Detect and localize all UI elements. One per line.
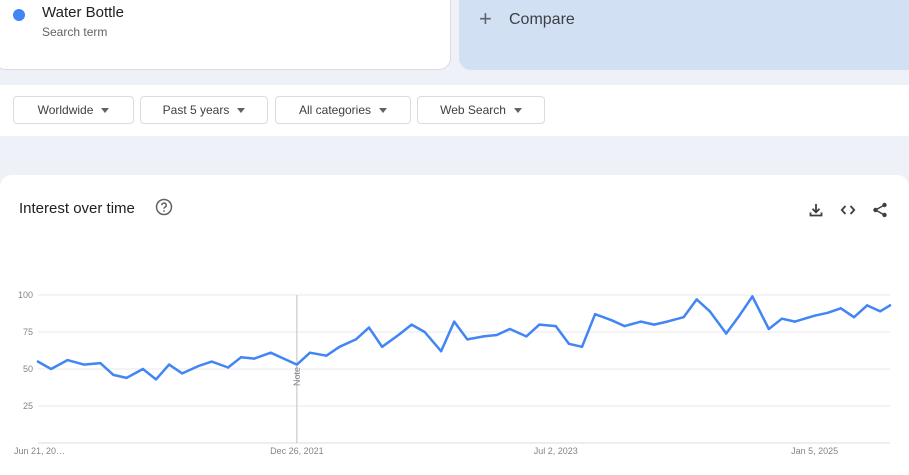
- data-point[interactable]: [141, 367, 145, 371]
- data-point[interactable]: [623, 324, 626, 328]
- data-point[interactable]: [466, 338, 469, 341]
- search-term-subtitle: Search term: [42, 25, 108, 39]
- series-color-dot: [13, 9, 25, 21]
- data-point[interactable]: [423, 330, 426, 334]
- data-point[interactable]: [112, 373, 115, 377]
- data-point[interactable]: [439, 350, 443, 353]
- data-point[interactable]: [397, 333, 400, 337]
- data-point[interactable]: [780, 317, 784, 320]
- data-point[interactable]: [708, 310, 711, 313]
- data-point[interactable]: [724, 332, 728, 335]
- annotation-note-label[interactable]: Note: [292, 367, 302, 386]
- data-point[interactable]: [593, 313, 597, 316]
- data-point[interactable]: [652, 323, 656, 326]
- data-point[interactable]: [767, 327, 770, 331]
- chart-title: Interest over time: [19, 200, 135, 217]
- caret-down-icon: [101, 107, 110, 113]
- interest-over-time-card: Interest over time 25 50 75 100 Jun 21, 20… D…: [0, 175, 909, 475]
- data-point[interactable]: [239, 355, 243, 359]
- data-point[interactable]: [482, 335, 485, 338]
- data-point[interactable]: [380, 345, 384, 348]
- x-tick-label: Dec 26, 2021: [270, 446, 324, 456]
- data-point[interactable]: [167, 363, 171, 366]
- filter-time-range-label: Past 5 years: [162, 103, 230, 117]
- data-point[interactable]: [738, 314, 741, 317]
- data-point[interactable]: [554, 324, 557, 328]
- filter-time-range-dropdown[interactable]: Past 5 years: [140, 96, 268, 124]
- y-tick-label: 100: [18, 290, 33, 300]
- data-point[interactable]: [154, 378, 158, 381]
- data-point[interactable]: [495, 333, 498, 337]
- download-icon[interactable]: [808, 202, 824, 218]
- data-point[interactable]: [49, 367, 53, 371]
- data-point[interactable]: [852, 316, 856, 319]
- data-point[interactable]: [610, 318, 613, 322]
- data-point[interactable]: [580, 345, 584, 348]
- data-point[interactable]: [367, 326, 371, 329]
- data-point[interactable]: [66, 358, 69, 362]
- data-point[interactable]: [525, 335, 528, 338]
- data-point[interactable]: [508, 327, 512, 331]
- data-point[interactable]: [338, 345, 341, 348]
- y-tick-label: 50: [23, 364, 33, 374]
- data-point[interactable]: [410, 323, 413, 326]
- x-tick-label: Jul 2, 2023: [534, 446, 578, 456]
- data-point[interactable]: [36, 360, 40, 363]
- filter-location-label: Worldwide: [37, 103, 94, 117]
- line-chart: 25 50 75 100 Jun 21, 20… Dec 26, 2021 Jul 2, 2…: [14, 290, 892, 456]
- data-point[interactable]: [253, 357, 256, 360]
- data-point[interactable]: [99, 361, 102, 365]
- data-point[interactable]: [751, 295, 754, 298]
- data-point[interactable]: [269, 351, 272, 354]
- filter-location-dropdown[interactable]: Worldwide: [13, 96, 134, 124]
- compare-label: Compare: [509, 11, 575, 28]
- data-point[interactable]: [793, 320, 797, 323]
- caret-down-icon: [513, 107, 522, 113]
- x-tick-label: Jun 21, 20…: [14, 446, 65, 456]
- data-point[interactable]: [567, 342, 571, 346]
- data-point[interactable]: [210, 360, 213, 363]
- compare-button[interactable]: + Compare: [459, 0, 909, 70]
- share-icon[interactable]: [872, 202, 888, 218]
- series-line-water-bottle[interactable]: [36, 295, 892, 381]
- data-point[interactable]: [888, 304, 892, 307]
- x-tick-label: Jan 5, 2025: [791, 446, 838, 456]
- data-point[interactable]: [226, 366, 230, 369]
- search-term-name[interactable]: Water Bottle: [42, 4, 124, 21]
- data-point[interactable]: [82, 363, 86, 366]
- data-point[interactable]: [538, 323, 541, 326]
- embed-code-icon[interactable]: [840, 202, 856, 218]
- data-point[interactable]: [639, 320, 643, 323]
- data-point[interactable]: [354, 338, 358, 341]
- caret-down-icon: [237, 107, 246, 113]
- caret-down-icon: [379, 107, 388, 113]
- data-point[interactable]: [839, 307, 843, 310]
- data-point[interactable]: [295, 363, 299, 366]
- data-point[interactable]: [197, 364, 200, 368]
- data-point[interactable]: [665, 320, 669, 323]
- data-point[interactable]: [682, 316, 685, 319]
- data-point[interactable]: [695, 298, 698, 301]
- data-point[interactable]: [826, 311, 829, 314]
- data-point[interactable]: [813, 314, 816, 317]
- data-point[interactable]: [865, 304, 869, 307]
- filter-bar: Worldwide Past 5 years All categories We…: [0, 85, 909, 136]
- data-point[interactable]: [180, 372, 184, 375]
- filter-search-type-dropdown[interactable]: Web Search: [417, 96, 545, 124]
- filter-category-dropdown[interactable]: All categories: [275, 96, 411, 124]
- data-point[interactable]: [308, 351, 312, 354]
- help-icon[interactable]: [155, 198, 173, 216]
- filter-search-type-label: Web Search: [440, 103, 506, 117]
- search-term-card[interactable]: Water Bottle Search term: [0, 0, 451, 70]
- data-point[interactable]: [452, 320, 456, 323]
- y-tick-label: 75: [23, 327, 33, 337]
- data-point[interactable]: [125, 376, 128, 380]
- filter-category-label: All categories: [298, 103, 372, 117]
- y-tick-label: 25: [23, 401, 33, 411]
- plus-icon: +: [479, 6, 492, 31]
- data-point[interactable]: [325, 354, 328, 357]
- data-point[interactable]: [878, 310, 882, 313]
